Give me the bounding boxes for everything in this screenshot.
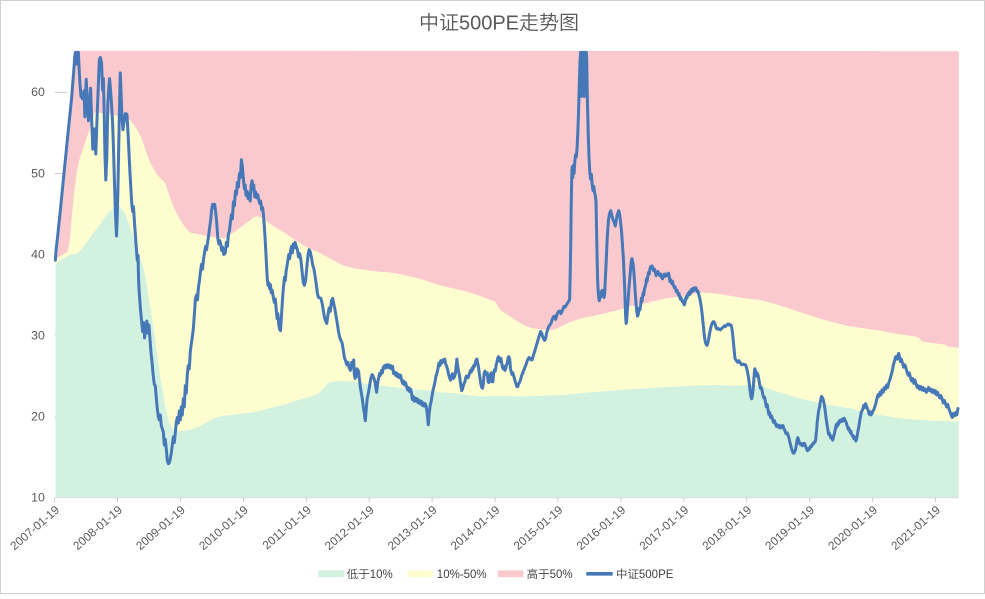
svg-text:50%: 50% (550, 569, 573, 581)
svg-text:10%: 10% (370, 569, 393, 581)
svg-text:10: 10 (31, 491, 45, 505)
svg-text:60: 60 (31, 85, 45, 99)
svg-text:10%-50%: 10%-50% (437, 569, 487, 581)
svg-text:50: 50 (31, 166, 45, 180)
svg-text:500PE: 500PE (459, 13, 519, 35)
svg-text:30: 30 (31, 328, 45, 342)
svg-text:40: 40 (31, 247, 45, 261)
svg-text:20: 20 (31, 409, 45, 423)
svg-text:500PE: 500PE (639, 569, 674, 581)
